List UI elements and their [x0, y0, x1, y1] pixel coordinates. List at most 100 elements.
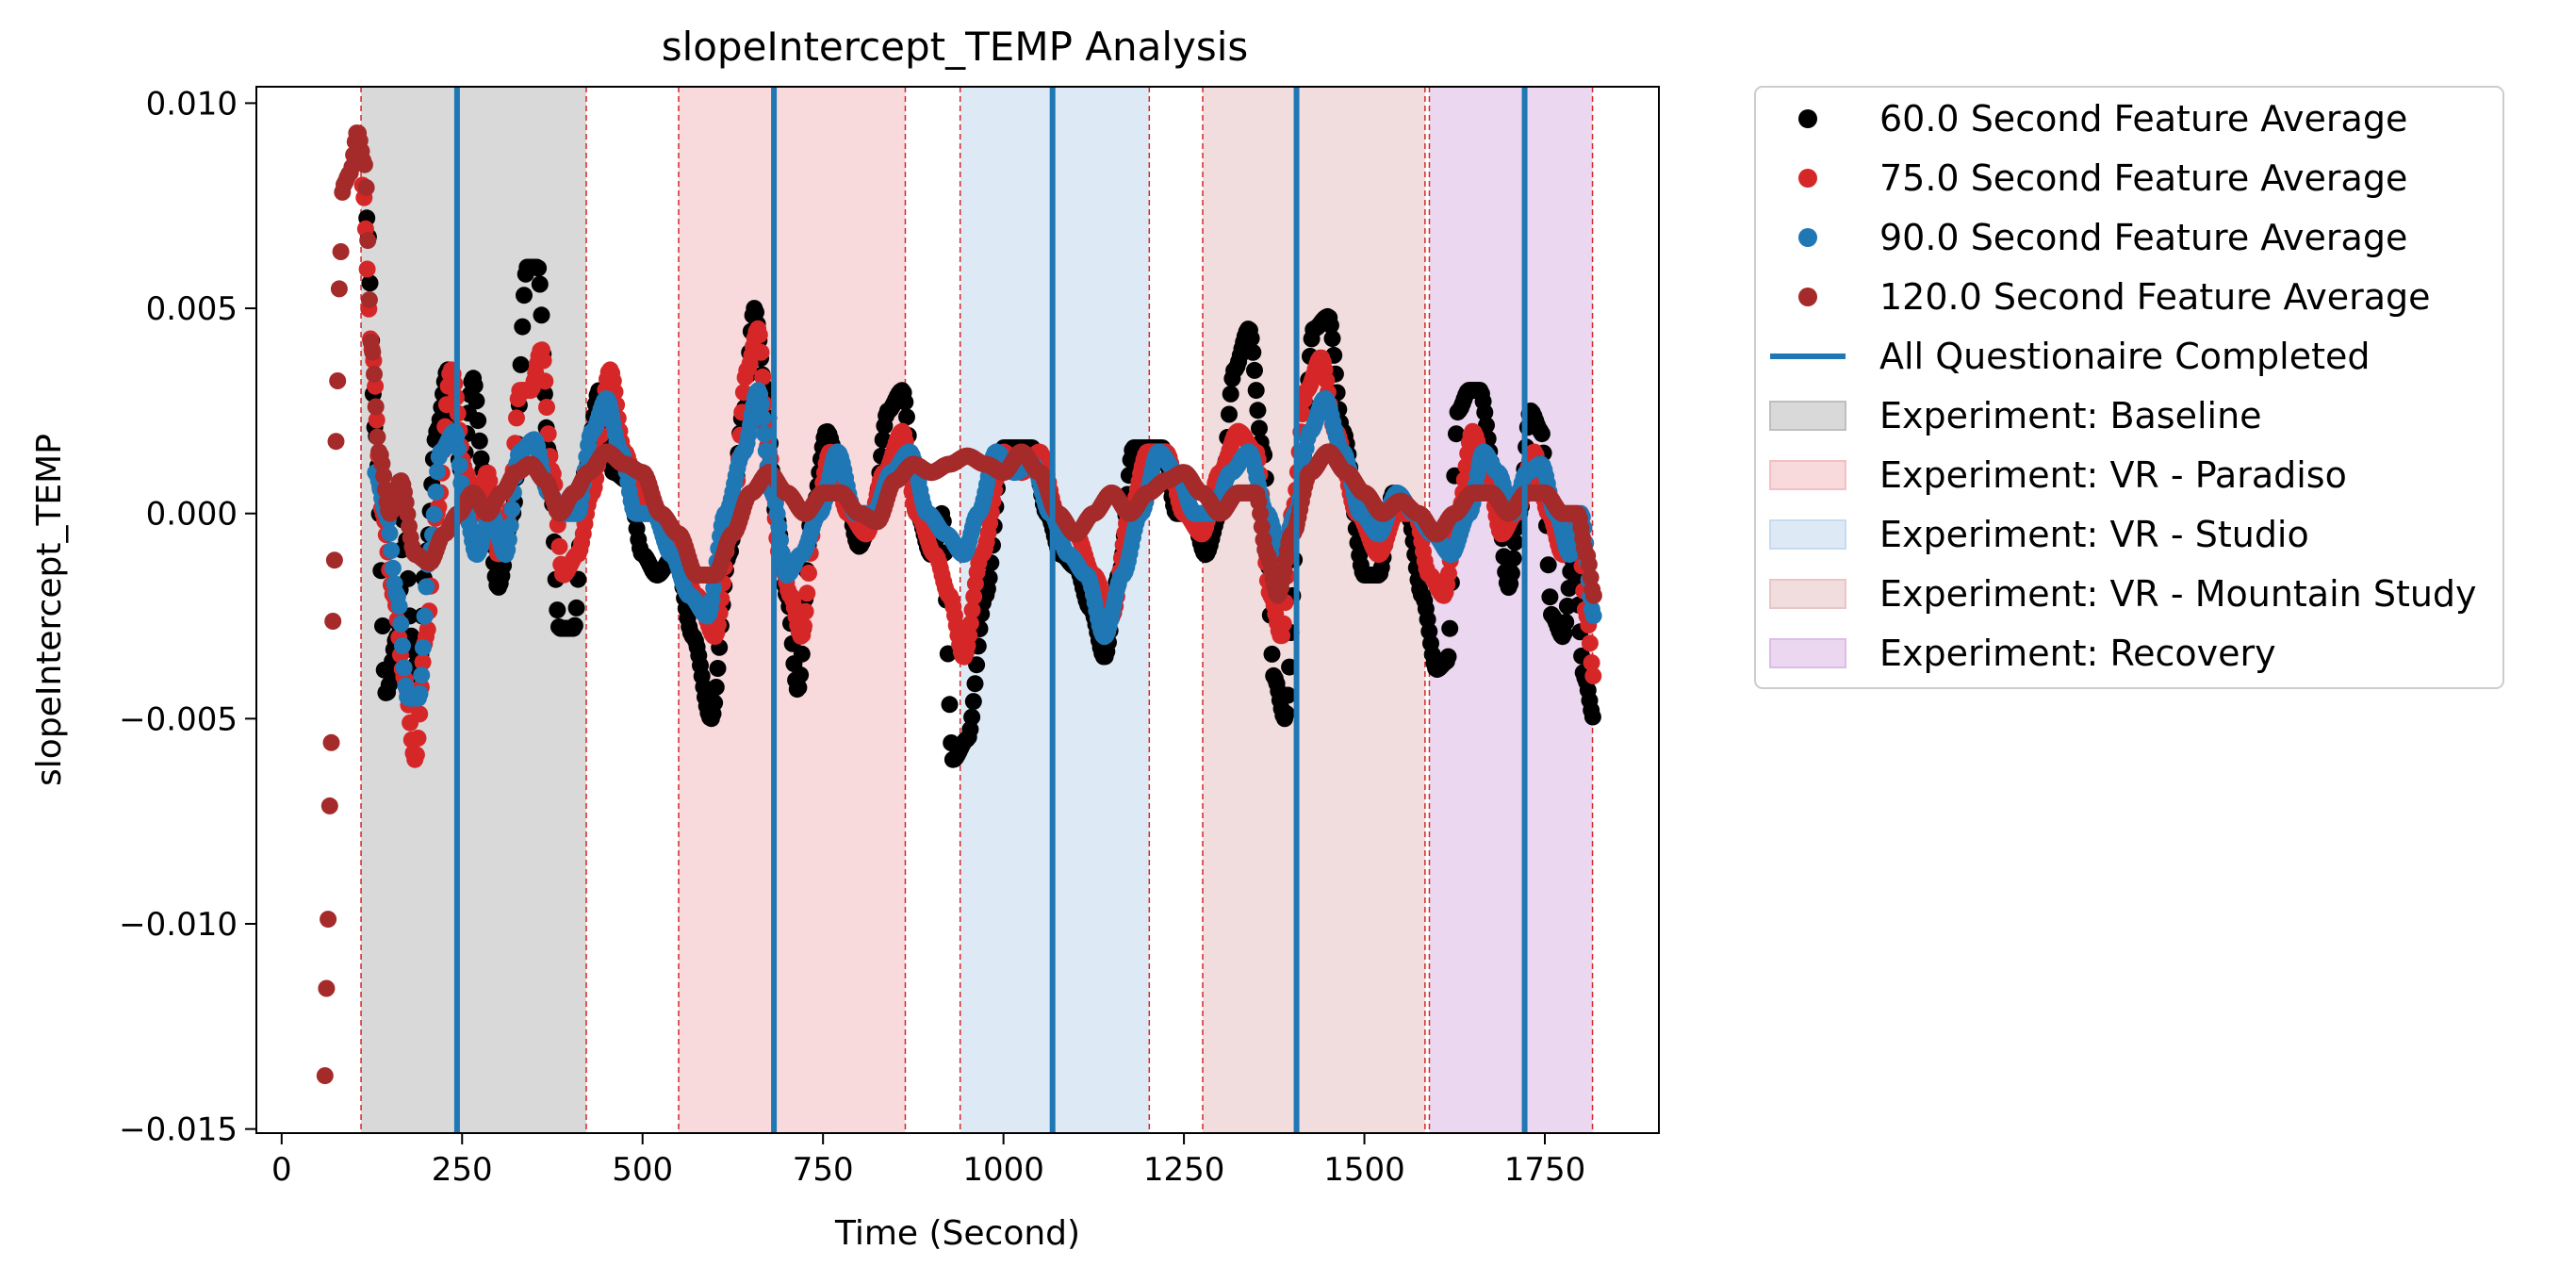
- series-0-point-772: [1583, 708, 1601, 726]
- series-2-point-28: [411, 684, 429, 702]
- series-layer: [316, 124, 1602, 1085]
- series-1-point-250: [750, 326, 768, 344]
- series-3-point-10: [332, 243, 350, 260]
- series-0-point-70: [469, 412, 487, 430]
- series-3-point-31: [366, 365, 383, 383]
- series-0-point-366: [939, 645, 957, 663]
- series-1-point-41: [418, 620, 436, 638]
- series-0-point-274: [793, 645, 811, 663]
- series-1-point-773: [1581, 634, 1599, 652]
- questionnaire-completed-lines: [453, 87, 1528, 1133]
- series-2-point-38: [427, 483, 445, 501]
- series-2-point-213: [705, 579, 723, 597]
- series-1-point-35: [409, 730, 427, 747]
- series-1-point-280: [798, 584, 816, 602]
- series-2-point-84: [500, 531, 517, 549]
- series-0-point-325: [874, 431, 892, 449]
- series-0-point-367: [941, 696, 959, 714]
- series-2-point-11: [384, 559, 402, 577]
- series-2-point-15: [390, 598, 408, 616]
- series-0-point-560: [1247, 382, 1265, 400]
- series-1-point-80: [481, 472, 499, 490]
- series-0-point-557: [1242, 329, 1260, 347]
- x-axis-ticks: 0 250 500 750 1000 1250 1500 1750: [271, 1133, 1585, 1189]
- phase-span-3: [1202, 87, 1425, 1133]
- legend-entry-4: All Questionaire Completed: [1770, 336, 2371, 377]
- series-2-point-86: [503, 501, 521, 518]
- series-1-point-252: [754, 368, 772, 386]
- series-0-point-219: [706, 694, 724, 712]
- y-axis-ticks: 0.010 0.005 0.000 −0.005 −0.010 −0.015: [119, 85, 256, 1149]
- series-0-point-570: [1263, 645, 1281, 663]
- x-tick-label-0: 0: [271, 1151, 292, 1189]
- series-1-point-9: [368, 411, 386, 429]
- y-tick-label-5: −0.015: [119, 1111, 238, 1149]
- series-0-point-686: [1448, 425, 1465, 443]
- series-0-point-71: [470, 432, 488, 450]
- series-0-point-705: [1478, 417, 1495, 435]
- y-tick-label-4: −0.010: [119, 906, 238, 944]
- legend-entry-5: Experiment: Baseline: [1769, 395, 2262, 436]
- series-3-point-30: [364, 343, 382, 361]
- series-0-point-681: [1439, 648, 1457, 666]
- legend-entry-7: Experiment: VR - Studio: [1769, 514, 2309, 555]
- series-0-point-120: [549, 601, 566, 619]
- legend-marker-0: [1798, 109, 1817, 128]
- legend-label-3: 120.0 Second Feature Average: [1879, 276, 2431, 318]
- legend-label-4: All Questionaire Completed: [1879, 336, 2371, 377]
- legend-marker-6: [1769, 460, 1846, 490]
- series-2-point-29: [413, 666, 431, 684]
- legend-marker-8: [1769, 579, 1846, 609]
- series-0-point-220: [707, 679, 725, 696]
- legend: 60.0 Second Feature Average 75.0 Second F…: [1754, 86, 2504, 689]
- series-0-point-723: [1506, 534, 1524, 551]
- series-0-point-559: [1246, 361, 1263, 379]
- series-1-point-34: [407, 746, 425, 764]
- x-tick-label-3: 750: [793, 1151, 854, 1189]
- legend-frame: [1754, 86, 2504, 689]
- series-3-point-589: [1252, 504, 1270, 522]
- series-3-point-32: [367, 398, 385, 416]
- series-3-point-9: [330, 280, 348, 298]
- x-tick-label-7: 1750: [1504, 1151, 1586, 1189]
- series-0-point-98: [514, 318, 532, 336]
- legend-label-2: 90.0 Second Feature Average: [1879, 217, 2407, 258]
- series-0-point-682: [1441, 619, 1459, 637]
- legend-entry-2: 90.0 Second Feature Average: [1798, 217, 2407, 258]
- legend-marker-1: [1798, 169, 1817, 188]
- series-0-point-543: [1221, 405, 1238, 423]
- series-3-point-799: [1584, 586, 1602, 604]
- series-2-point-16: [392, 615, 410, 633]
- series-3-point-3: [320, 797, 338, 814]
- series-0-point-608: [1323, 330, 1341, 348]
- series-3-point-7: [327, 433, 345, 451]
- series-0-point-109: [531, 275, 549, 293]
- series-3-point-37: [375, 467, 393, 485]
- series-0-point-381: [963, 708, 981, 726]
- series-0-point-2: [361, 274, 379, 292]
- series-1-point-114: [534, 352, 552, 370]
- x-tick-label-2: 500: [612, 1151, 673, 1189]
- legend-marker-5: [1769, 401, 1846, 431]
- series-1-point-3: [358, 260, 376, 278]
- legend-entry-6: Experiment: VR - Paradiso: [1769, 454, 2347, 496]
- x-axis-label: Time (Second): [834, 1214, 1080, 1253]
- series-0-point-10: [374, 617, 391, 634]
- series-0-point-544: [1222, 385, 1239, 403]
- series-2-point-39: [429, 463, 447, 481]
- series-1-point-278: [796, 617, 812, 635]
- series-2-point-10: [383, 541, 401, 559]
- series-0-point-132: [567, 599, 585, 617]
- series-2-point-243: [752, 395, 770, 413]
- series-0-point-272: [790, 679, 808, 697]
- chart-title: slopeIntercept_TEMP Analysis: [662, 24, 1249, 70]
- series-1-point-279: [796, 602, 814, 620]
- series-0-point-26: [400, 569, 417, 587]
- series-3-point-4: [322, 733, 340, 751]
- legend-entry-3: 120.0 Second Feature Average: [1798, 276, 2431, 318]
- series-1-point-580: [1274, 615, 1292, 633]
- series-0-point-383: [966, 675, 984, 693]
- series-1-point-124: [550, 537, 568, 555]
- series-2-point-37: [425, 505, 443, 523]
